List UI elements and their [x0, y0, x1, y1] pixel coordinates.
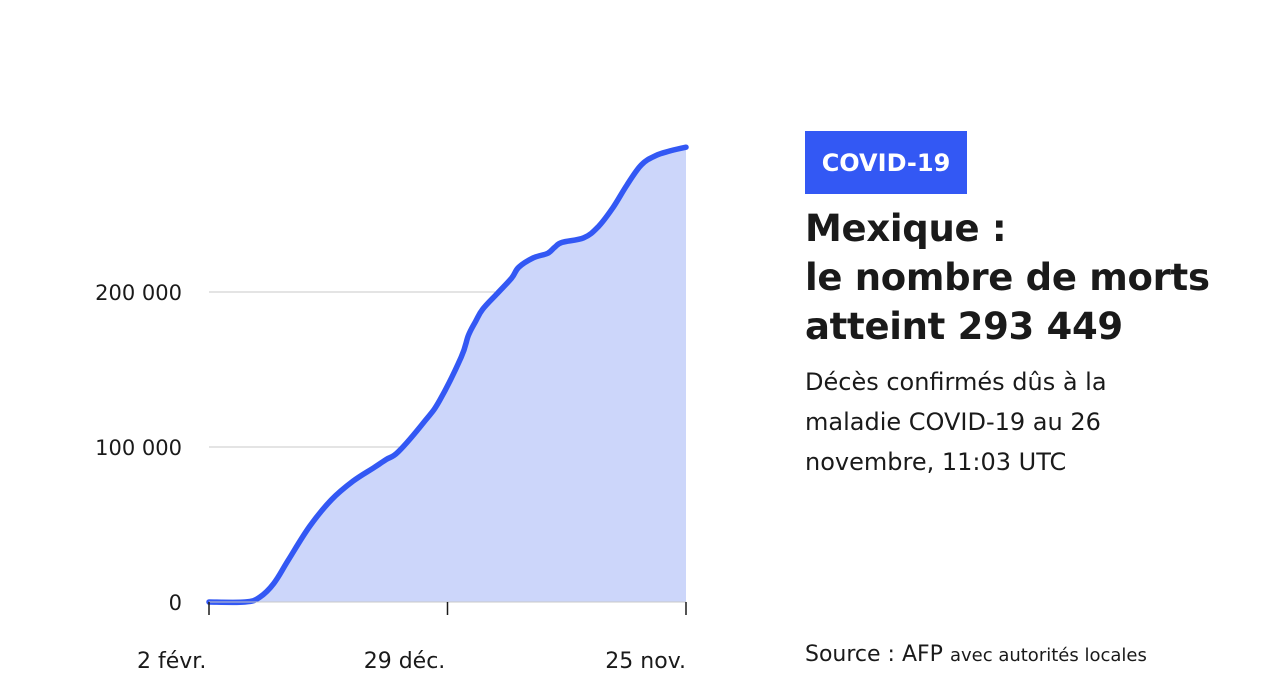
headline-line-2: le nombre de morts [805, 256, 1210, 299]
x-axis-ticks: 2 févr. 29 déc. 25 nov. [137, 602, 687, 674]
source-detail: avec autorités locales [949, 645, 1147, 666]
source-credit: Source : AFP avec autorités locales [805, 642, 1147, 667]
x-tick-label-2: 25 nov. [605, 649, 686, 674]
series-line [206, 144, 689, 606]
subtitle: Décès confirmés dûs à la maladie COVID-1… [805, 368, 1107, 476]
y-axis-ticks: 0 100 000 200 000 [95, 281, 182, 615]
y-tick-label-200000: 200 000 [95, 281, 182, 305]
y-tick-label-100000: 100 000 [95, 436, 182, 460]
headline-line-3: atteint 293 449 [805, 305, 1123, 348]
x-tick-label-0: 2 févr. [137, 649, 206, 674]
topic-badge: COVID-19 [805, 131, 967, 194]
headline: Mexique : le nombre de morts atteint 293… [805, 204, 1245, 351]
x-tick-label-1: 29 déc. [364, 649, 446, 674]
y-tick-label-0: 0 [169, 591, 182, 615]
chart-canvas: 0 100 000 200 000 2 févr. 29 déc. 25 nov. [95, 144, 689, 674]
headline-line-1: Mexique : [805, 207, 1007, 250]
series-area [209, 147, 686, 603]
source-label: Source : AFP [805, 642, 943, 667]
